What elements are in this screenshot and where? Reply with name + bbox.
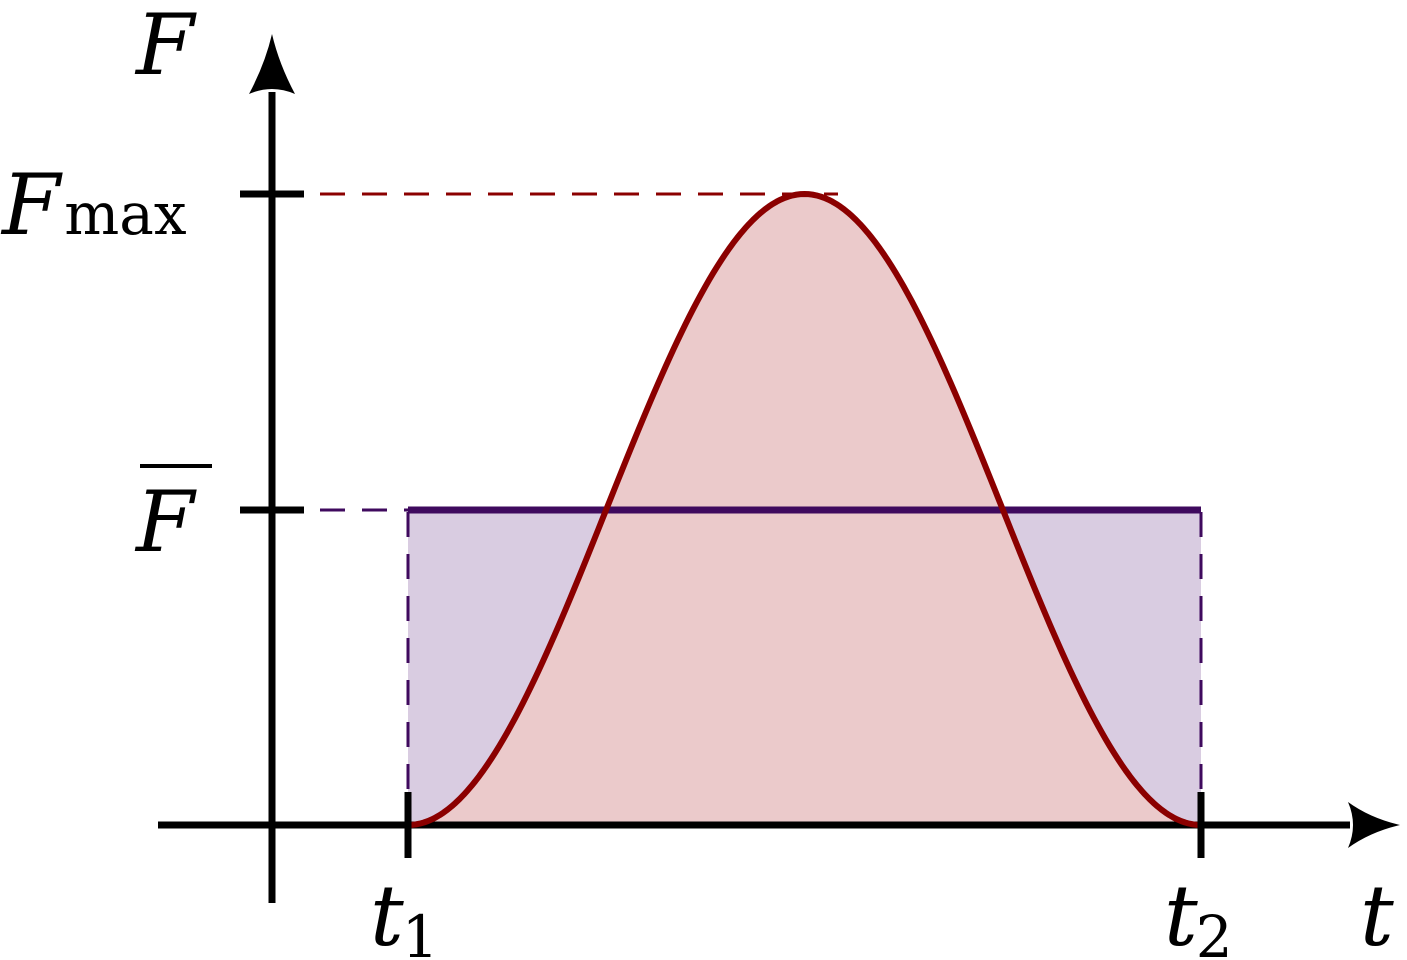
t1-label: t1 [370, 867, 439, 960]
force-pulse-curve [407, 191, 1202, 828]
x-axis-arrowhead [1348, 802, 1400, 848]
y-axis-arrowhead [249, 34, 295, 94]
x-axis-label: t [1360, 867, 1394, 960]
fmax-label: Fmax [0, 156, 187, 254]
y-axis-label: F [134, 0, 197, 94]
t2-label: t2 [1164, 867, 1233, 960]
fbar-label: F [134, 473, 197, 571]
